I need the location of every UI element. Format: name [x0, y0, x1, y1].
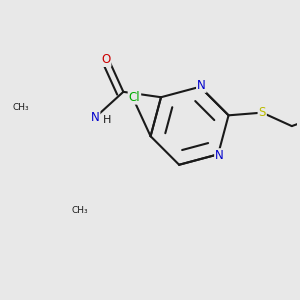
Text: CH₃: CH₃	[13, 103, 29, 112]
Text: N: N	[215, 149, 224, 162]
Text: O: O	[101, 53, 110, 66]
Text: S: S	[259, 106, 266, 119]
Text: N: N	[91, 111, 100, 124]
Text: H: H	[103, 115, 111, 125]
Text: CH₃: CH₃	[72, 206, 88, 215]
Text: Cl: Cl	[129, 91, 140, 104]
Text: N: N	[197, 79, 206, 92]
